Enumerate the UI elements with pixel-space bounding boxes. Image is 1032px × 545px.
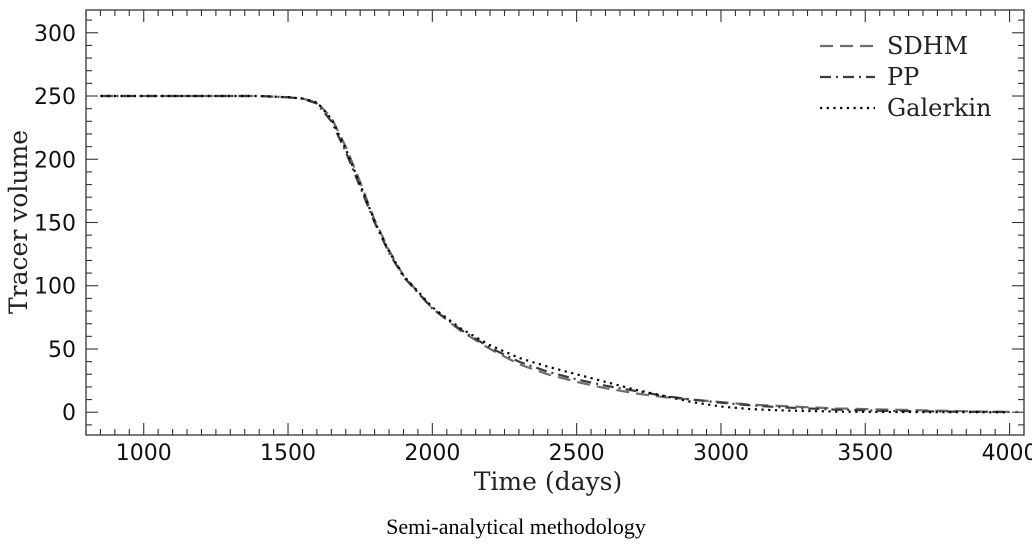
y-tick-label: 0: [62, 401, 76, 426]
series-layer: [100, 94, 1019, 414]
legend: SDHM PP Galerkin: [820, 32, 992, 122]
x-tick-label: 2500: [549, 441, 605, 466]
series-line-sdhm: [100, 94, 1019, 414]
y-axis-label: Tracer volume: [4, 130, 33, 314]
x-tick-label: 4000: [982, 441, 1032, 466]
series-line-pp: [100, 94, 1010, 414]
x-tick-label: 3000: [693, 441, 749, 466]
legend-label-galerkin: Galerkin: [887, 94, 992, 122]
y-tick-label: 100: [34, 275, 76, 300]
x-axis-label: Time (days): [474, 467, 623, 496]
figure-caption: Semi-analytical methodology: [386, 514, 646, 539]
y-tick-label: 300: [34, 22, 76, 47]
x-tick-label: 2000: [404, 441, 460, 466]
y-tick-label: 250: [34, 85, 76, 110]
plot-area: 1000 1500 2000 2500 3000 3500 4000 0 50 100 150 200…: [34, 9, 1032, 466]
ticks-layer: 1000 1500 2000 2500 3000 3500 4000 0 50 100 150 200…: [34, 10, 1032, 466]
legend-label-sdhm: SDHM: [887, 32, 968, 60]
series-line-galerkin: [100, 94, 1010, 414]
y-tick-label: 200: [34, 148, 76, 173]
plot-frame: [85, 9, 1025, 436]
x-tick-label: 3500: [837, 441, 893, 466]
y-tick-label: 150: [34, 212, 76, 237]
x-tick-label: 1000: [116, 441, 172, 466]
x-tick-label: 1500: [260, 441, 316, 466]
y-tick-label: 50: [48, 338, 76, 363]
legend-label-pp: PP: [887, 63, 919, 91]
